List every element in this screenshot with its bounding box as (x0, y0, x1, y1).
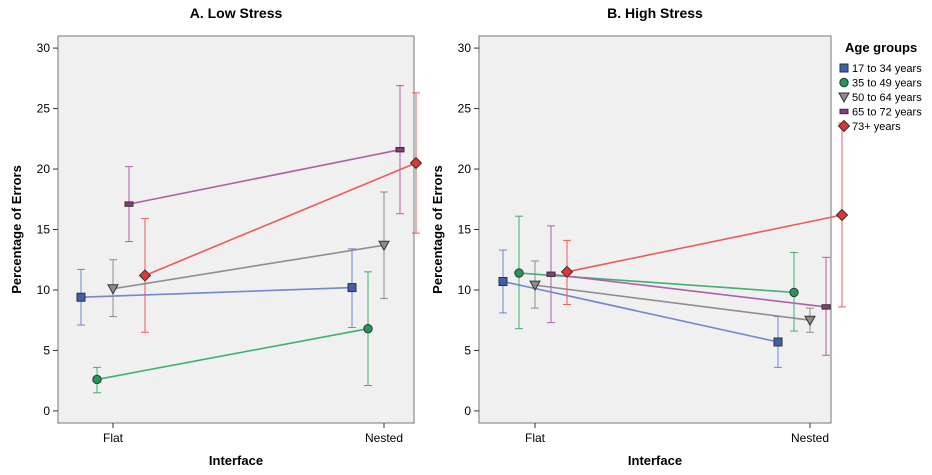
data-point (514, 268, 524, 278)
y-tick-label: 15 (37, 223, 51, 237)
x-tick-label: Nested (791, 431, 829, 445)
data-point (347, 283, 357, 293)
data-point (92, 374, 102, 385)
y-tick-label: 0 (43, 404, 50, 418)
plot-area (57, 35, 415, 424)
data-point (138, 269, 152, 282)
data-point (124, 201, 134, 207)
legend-label: 50 to 64 years (852, 92, 922, 104)
y-axis-label: Percentage of Errors (430, 165, 445, 294)
series-line (80, 286, 353, 299)
data-point (363, 323, 373, 334)
y-tick-label: 20 (37, 162, 51, 176)
series-2 (92, 271, 373, 394)
y-tick-label: 30 (458, 41, 472, 55)
y-axis-label: Percentage of Errors (9, 165, 24, 294)
data-point (773, 337, 783, 347)
x-tick-label: Nested (365, 431, 403, 445)
y-tick-label: 25 (458, 102, 472, 116)
series-1 (498, 249, 783, 368)
series-4 (546, 225, 831, 356)
legend-item: 65 to 72 years (839, 107, 922, 119)
series-line (550, 273, 827, 308)
panel-low-stress: A. Low Stress 0 5 10 15 20 25 30 Flat Nested Inter… (9, 5, 423, 468)
series-5 (560, 122, 849, 308)
x-axis-label: Interface (628, 453, 682, 468)
data-point (546, 271, 556, 277)
series-line (144, 162, 417, 277)
legend-item: 17 to 34 years (839, 63, 922, 75)
legend-label: 73+ years (852, 121, 901, 133)
data-point (529, 280, 541, 292)
data-point (789, 287, 799, 298)
data-point (835, 208, 849, 222)
series-line (502, 280, 779, 343)
y-tick-label: 25 (37, 102, 51, 116)
data-point (76, 292, 86, 302)
data-point (804, 315, 816, 327)
panel-title: B. High Stress (607, 5, 703, 21)
data-point (821, 304, 831, 310)
legend-label: 17 to 34 years (852, 63, 922, 75)
data-point (409, 156, 423, 170)
series-line (566, 214, 843, 273)
legend-marker (837, 119, 851, 133)
series-line (534, 284, 811, 321)
panel-title: A. Low Stress (190, 5, 283, 21)
legend-marker (839, 63, 849, 73)
x-axis-label: Interface (209, 453, 263, 468)
series-1 (76, 248, 357, 328)
y-tick-label: 15 (458, 223, 472, 237)
data-point (395, 146, 405, 153)
legend-title: Age groups (845, 40, 917, 55)
series-line (96, 327, 369, 381)
y-tick-label: 20 (458, 162, 472, 176)
y-tick-label: 10 (37, 283, 51, 297)
data-point (498, 277, 508, 287)
legend-marker (838, 92, 850, 104)
y-tick-label: 10 (458, 283, 472, 297)
legend-item: 50 to 64 years (838, 92, 922, 104)
legend-label: 65 to 72 years (852, 107, 922, 119)
series-3 (107, 191, 390, 318)
legend-label: 35 to 49 years (852, 78, 922, 90)
legend: Age groups 17 to 34 years 35 to 49 years 50… (837, 40, 922, 133)
series-line (112, 244, 385, 290)
legend-marker (839, 77, 849, 88)
y-tick-label: 0 (464, 404, 471, 418)
legend-item: 73+ years (837, 119, 901, 133)
series-5 (138, 92, 423, 333)
legend-marker (839, 108, 849, 115)
x-tick-label: Flat (103, 431, 124, 445)
series-line (128, 148, 401, 205)
series-4 (124, 85, 405, 243)
panel-high-stress: B. High Stress 0 5 10 15 20 25 30 Flat Nested Inte… (430, 5, 849, 468)
x-tick-label: Flat (525, 431, 546, 445)
y-tick-label: 5 (43, 343, 50, 357)
y-tick-label: 5 (464, 343, 471, 357)
data-point (107, 284, 119, 295)
data-point (560, 265, 574, 279)
y-tick-label: 30 (37, 41, 51, 55)
series-3 (529, 260, 816, 333)
data-point (378, 240, 390, 252)
legend-item: 35 to 49 years (839, 77, 922, 90)
